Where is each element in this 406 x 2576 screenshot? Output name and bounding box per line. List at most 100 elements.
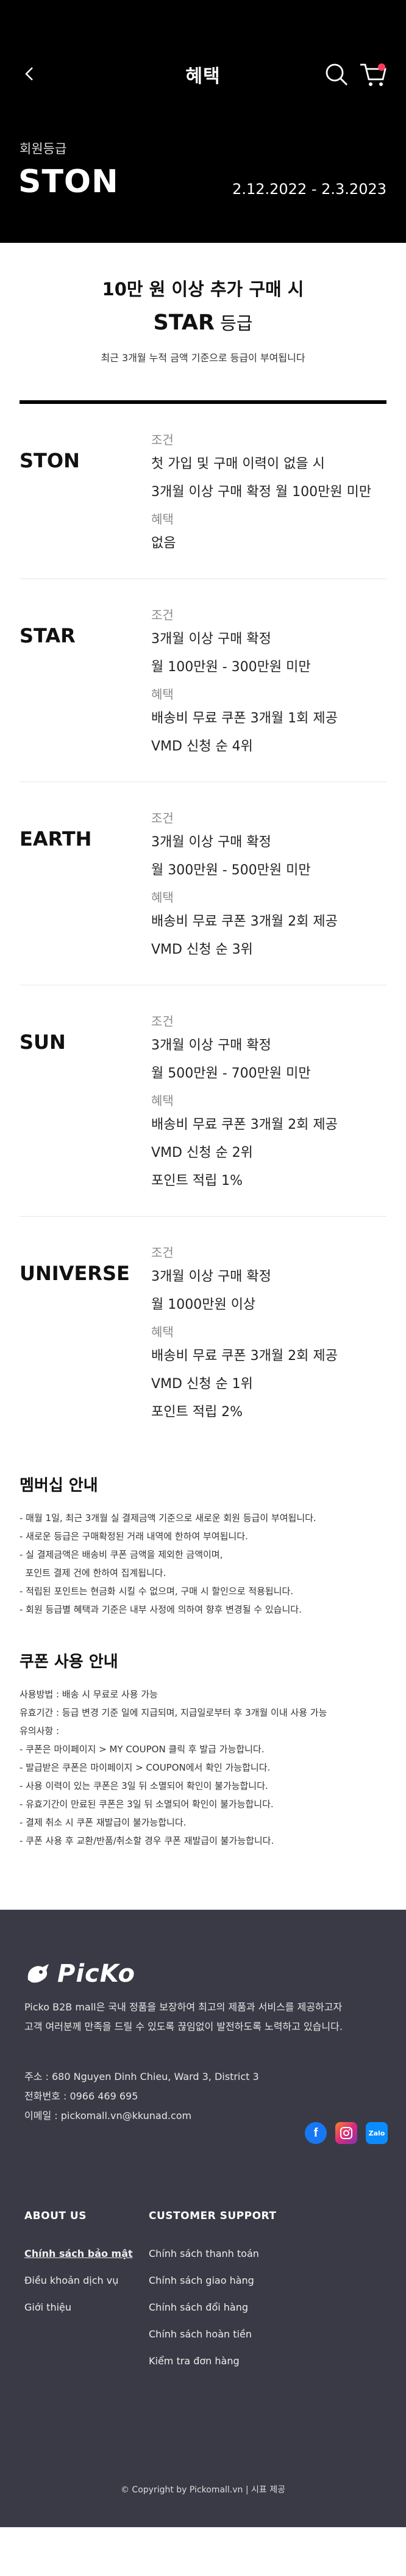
top-bar: 혜택 bbox=[0, 0, 406, 146]
footer-link[interactable]: Chính sách đổi hàng bbox=[149, 2301, 249, 2313]
benefit-line: VMD 신청 순 3위 bbox=[151, 942, 253, 957]
footer-columns: ABOUT US Chính sách bảo mật Điều khoản dị… bbox=[24, 2210, 384, 2375]
search-button[interactable] bbox=[323, 61, 350, 88]
footer-link[interactable]: Chính sách hoàn tiền bbox=[149, 2328, 252, 2340]
footer-contact: 주소 : 680 Nguyen Dinh Chieu, Ward 3, Dist… bbox=[24, 2067, 259, 2126]
membership-info-title: 멤버십 안내 bbox=[20, 1477, 98, 1495]
coupon-info-line: 사용방법 : 배송 시 무료로 사용 가능 bbox=[20, 1689, 158, 1700]
benefit-line: 포인트 적립 2% bbox=[151, 1405, 243, 1420]
zalo-icon[interactable]: Zalo bbox=[366, 2122, 388, 2144]
copyright: © Copyright by Pickomall.vn | 시표 제공 bbox=[120, 2485, 286, 2495]
current-grade: STON bbox=[18, 164, 119, 200]
footer: PicKo Picko B2B mall은 국내 정품을 보장하여 최고의 제품… bbox=[0, 1910, 406, 2527]
back-button[interactable] bbox=[21, 65, 39, 83]
footer-link[interactable]: Điều khoản dịch vụ bbox=[24, 2275, 119, 2286]
membership-info-line: 포인트 결제 건에 한하여 집계됩니다. bbox=[20, 1567, 166, 1578]
customer-support-column: CUSTOMER SUPPORT Chính sách thanh toán Ch… bbox=[149, 2210, 332, 2375]
membership-info-line: - 실 결제금액은 배송비 쿠폰 금액을 제외한 금액이며, bbox=[20, 1549, 223, 1560]
social-links: f Zalo bbox=[305, 2122, 388, 2144]
coupon-info-line: - 발급받은 쿠폰은 마이페이지 > COUPON에서 확인 가능합니다. bbox=[20, 1762, 271, 1773]
condition-label: 조건 bbox=[151, 433, 174, 447]
benefit-label: 혜택 bbox=[151, 687, 174, 702]
condition-line: 3개월 이상 구매 확정 월 100만원 미만 bbox=[151, 484, 372, 500]
coupon-info-title: 쿠폰 사용 안내 bbox=[20, 1653, 118, 1671]
tier-name: UNIVERSE bbox=[20, 1262, 130, 1285]
section-divider bbox=[20, 400, 386, 404]
logo-text: PicKo bbox=[57, 1960, 136, 1988]
benefit-line: 포인트 적립 1% bbox=[151, 1173, 243, 1189]
membership-info: 멤버십 안내 - 매월 1일, 최근 3개월 실 결제금액 기준으로 새로운 회… bbox=[0, 1473, 406, 1619]
footer-link[interactable]: Giới thiệu bbox=[24, 2301, 72, 2313]
footer-phone: 전화번호 : 0966 469 695 bbox=[24, 2090, 138, 2102]
chevron-left-icon bbox=[25, 67, 33, 81]
grade-period: 2.12.2022 - 2.3.2023 bbox=[232, 181, 386, 198]
footer-intro-line: Picko B2B mall은 국내 정품을 보장하여 최고의 제품과 서비스를… bbox=[24, 2001, 343, 2013]
tier-name: EARTH bbox=[20, 827, 92, 851]
benefit-label: 혜택 bbox=[151, 512, 174, 527]
footer-link[interactable]: Chính sách giao hàng bbox=[149, 2275, 254, 2286]
footer-link[interactable]: Kiểm tra đơn hàng bbox=[149, 2355, 240, 2367]
footer-intro-line: 고객 여러분께 만족을 드릴 수 있도록 끊임없이 발전하도록 노력하고 있습니… bbox=[24, 2021, 343, 2032]
tier-row: UNIVERSE 조건 3개월 이상 구매 확정 월 1000만원 이상 혜택 배송비 무… bbox=[20, 1217, 386, 1447]
coupon-info-line: - 쿠폰 사용 후 교환/반품/취소할 경우 쿠폰 재발급이 불가능합니다. bbox=[20, 1835, 274, 1846]
next-grade-name: STAR 등급 bbox=[0, 306, 406, 340]
footer-logo[interactable]: PicKo bbox=[24, 1960, 135, 1988]
benefit-label: 혜택 bbox=[151, 1325, 174, 1339]
coupon-info-line: - 결제 취소 시 쿠폰 재발급이 불가능합니다. bbox=[20, 1817, 187, 1828]
membership-info-line: - 매월 1일, 최근 3개월 실 결제금액 기준으로 새로운 회원 등급이 부… bbox=[20, 1513, 316, 1524]
condition-line: 월 1000만원 이상 bbox=[151, 1297, 256, 1312]
condition-label: 조건 bbox=[151, 1245, 174, 1260]
customer-support-title: CUSTOMER SUPPORT bbox=[149, 2210, 277, 2222]
about-us-title: ABOUT US bbox=[24, 2210, 87, 2222]
membership-info-line: - 적립된 포인트는 현금화 시킬 수 없으며, 구매 시 할인으로 적용됩니다… bbox=[20, 1586, 294, 1597]
tier-row: EARTH 조건 3개월 이상 구매 확정 월 300만원 - 500만원 미만 혜택 배… bbox=[20, 782, 386, 985]
footer-link[interactable]: Chính sách bảo mật bbox=[24, 2248, 133, 2259]
condition-line: 3개월 이상 구매 확정 bbox=[151, 1269, 271, 1284]
condition-label: 조건 bbox=[151, 811, 174, 826]
condition-line: 월 500만원 - 700만원 미만 bbox=[151, 1066, 311, 1081]
page-title: 혜택 bbox=[185, 66, 221, 87]
coupon-info-line: - 사용 이력이 있는 쿠폰은 3일 뒤 소멸되어 확인이 불가능합니다. bbox=[20, 1780, 268, 1791]
footer-link[interactable]: Chính sách thanh toán bbox=[149, 2248, 259, 2259]
tier-row: STON 조건 첫 가입 및 구매 이력이 없을 시 3개월 이상 구매 확정 월 1… bbox=[20, 404, 386, 579]
footer-intro: Picko B2B mall은 국내 정품을 보장하여 최고의 제품과 서비스를… bbox=[24, 1998, 378, 2037]
cart-badge bbox=[378, 63, 385, 71]
instagram-icon[interactable] bbox=[335, 2122, 357, 2144]
benefit-line: 없음 bbox=[151, 536, 176, 551]
coupon-info-line: - 유효기간이 만료된 쿠폰은 3일 뒤 소멸되어 확인이 불가능합니다. bbox=[20, 1799, 274, 1810]
membership-info-lines: - 매월 1일, 최근 3개월 실 결제금액 기준으로 새로운 회원 등급이 부… bbox=[20, 1509, 386, 1619]
tier-name: SUN bbox=[20, 1031, 66, 1054]
benefit-label: 혜택 bbox=[151, 1093, 174, 1108]
next-grade-requirement: 10만 원 이상 추가 구매 시 bbox=[102, 279, 304, 300]
about-us-column: ABOUT US Chính sách bảo mật Điều khoản dị… bbox=[24, 2210, 149, 2375]
benefit-line: 배송비 무료 쿠폰 3개월 2회 제공 bbox=[151, 1117, 338, 1132]
coupon-info-line: - 쿠폰은 마이페이지 > MY COUPON 클릭 후 발급 가능합니다. bbox=[20, 1744, 265, 1755]
search-icon bbox=[326, 63, 348, 86]
benefit-line: 배송비 무료 쿠폰 3개월 2회 제공 bbox=[151, 914, 338, 929]
next-grade-note: 최근 3개월 누적 금액 기준으로 등급이 부여됩니다 bbox=[101, 352, 305, 364]
condition-label: 조건 bbox=[151, 608, 174, 622]
coupon-info-line: 유의사항 : bbox=[20, 1725, 60, 1736]
benefit-line: 배송비 무료 쿠폰 3개월 1회 제공 bbox=[151, 711, 338, 726]
condition-label: 조건 bbox=[151, 1014, 174, 1029]
benefit-label: 혜택 bbox=[151, 890, 174, 905]
facebook-icon[interactable]: f bbox=[305, 2122, 327, 2144]
tier-detail: 조건 3개월 이상 구매 확정 월 300만원 - 500만원 미만 혜택 배송비 무료… bbox=[151, 808, 386, 964]
condition-line: 3개월 이상 구매 확정 bbox=[151, 835, 271, 850]
next-grade-label: STAR bbox=[153, 311, 215, 335]
tier-row: SUN 조건 3개월 이상 구매 확정 월 500만원 - 700만원 미만 혜택 배송비… bbox=[20, 985, 386, 1217]
condition-line: 3개월 이상 구매 확정 bbox=[151, 631, 271, 647]
membership-info-line: - 회원 등급별 혜택과 기준은 내부 사정에 의하여 향후 변경될 수 있습니… bbox=[20, 1604, 302, 1615]
coupon-info-line: 유효기간 : 등급 변경 기준 일에 지급되며, 지급일로부터 후 3개월 이내… bbox=[20, 1707, 327, 1718]
benefit-line: VMD 신청 순 1위 bbox=[151, 1376, 253, 1392]
tier-list: STON 조건 첫 가입 및 구매 이력이 없을 시 3개월 이상 구매 확정 월 1… bbox=[0, 404, 406, 1447]
condition-line: 첫 가입 및 구매 이력이 없을 시 bbox=[151, 456, 325, 472]
tier-name: STAR bbox=[20, 624, 76, 647]
hero-header: 혜택 회원등급 STON 2.12.2022 - 2.3.2023 bbox=[0, 0, 406, 243]
condition-line: 월 100만원 - 300만원 미만 bbox=[151, 660, 311, 675]
footer-address: 주소 : 680 Nguyen Dinh Chieu, Ward 3, Dist… bbox=[24, 2071, 259, 2082]
